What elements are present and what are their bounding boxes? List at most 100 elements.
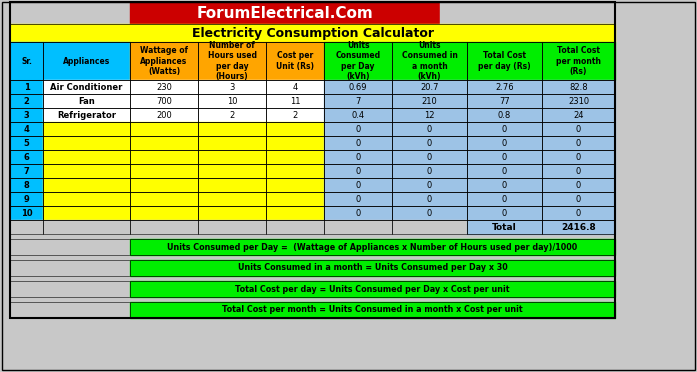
Text: Number of
Hours used
per day
(Hours): Number of Hours used per day (Hours) — [208, 41, 256, 81]
Bar — [266, 192, 324, 206]
Text: Total Cost per day = Units Consumed per Day x Cost per unit: Total Cost per day = Units Consumed per … — [236, 285, 510, 294]
Bar — [130, 136, 198, 150]
Bar — [198, 164, 266, 178]
Bar — [467, 108, 542, 122]
Bar — [324, 150, 392, 164]
Bar — [542, 80, 615, 94]
Bar — [324, 164, 392, 178]
Text: Total: Total — [492, 222, 517, 231]
Bar — [198, 122, 266, 136]
Text: Total Cost per month = Units Consumed in a month x Cost per unit: Total Cost per month = Units Consumed in… — [222, 305, 523, 314]
Bar — [10, 80, 43, 94]
Bar — [266, 108, 324, 122]
Bar — [542, 42, 615, 80]
Text: Sr.: Sr. — [21, 57, 32, 65]
Bar — [266, 108, 324, 122]
Text: 0.69: 0.69 — [348, 83, 367, 92]
Bar — [467, 94, 542, 108]
Bar — [392, 150, 467, 164]
Text: 0: 0 — [427, 180, 432, 189]
Bar — [324, 108, 392, 122]
Bar — [43, 150, 130, 164]
Bar — [266, 164, 324, 178]
Text: Cost per
Unit (Rs): Cost per Unit (Rs) — [276, 51, 314, 71]
Bar — [43, 136, 130, 150]
Bar — [10, 260, 130, 276]
Bar — [324, 42, 392, 80]
Bar — [467, 192, 542, 206]
Bar — [542, 150, 615, 164]
Bar — [198, 42, 266, 80]
Text: 0: 0 — [355, 138, 360, 148]
Text: 0: 0 — [355, 180, 360, 189]
Bar — [130, 42, 198, 80]
Bar — [10, 108, 43, 122]
Text: 0: 0 — [502, 125, 507, 134]
Text: 0: 0 — [502, 138, 507, 148]
Bar — [467, 164, 542, 178]
Text: 7: 7 — [355, 96, 360, 106]
Bar — [10, 24, 615, 42]
Text: 2: 2 — [24, 96, 29, 106]
Text: Total Cost
per month
(Rs): Total Cost per month (Rs) — [556, 46, 601, 76]
Bar — [43, 42, 130, 80]
Bar — [266, 206, 324, 220]
Bar — [266, 178, 324, 192]
Bar — [43, 220, 130, 234]
Bar — [542, 80, 615, 94]
Bar — [10, 24, 615, 42]
Bar — [43, 136, 130, 150]
Text: 4: 4 — [24, 125, 29, 134]
Bar — [10, 239, 130, 255]
Bar — [266, 220, 324, 234]
Bar — [467, 122, 542, 136]
Text: 700: 700 — [156, 96, 172, 106]
Bar — [43, 122, 130, 136]
Bar — [43, 220, 130, 234]
Text: 2: 2 — [292, 110, 298, 119]
Text: 0: 0 — [502, 180, 507, 189]
Text: 11: 11 — [290, 96, 300, 106]
Bar — [198, 42, 266, 80]
Text: 0: 0 — [502, 195, 507, 203]
Bar — [542, 178, 615, 192]
Text: 2416.8: 2416.8 — [561, 222, 596, 231]
Bar — [10, 94, 43, 108]
Bar — [198, 178, 266, 192]
Bar — [266, 136, 324, 150]
Text: Units Consumed per Day =  (Wattage of Appliances x Number of Hours used per day): Units Consumed per Day = (Wattage of App… — [167, 243, 578, 251]
Bar — [10, 220, 43, 234]
Bar — [10, 164, 43, 178]
Text: Fan: Fan — [78, 96, 95, 106]
Bar — [266, 150, 324, 164]
Text: 0: 0 — [576, 153, 581, 161]
Bar — [542, 178, 615, 192]
Bar — [10, 220, 43, 234]
Text: 0: 0 — [355, 208, 360, 218]
Bar — [43, 150, 130, 164]
Bar — [43, 178, 130, 192]
Text: Air Conditioner: Air Conditioner — [50, 83, 123, 92]
Bar — [542, 192, 615, 206]
Bar — [542, 136, 615, 150]
Text: 0: 0 — [355, 153, 360, 161]
Bar — [324, 150, 392, 164]
Bar — [130, 108, 198, 122]
Bar — [467, 206, 542, 220]
Text: Wattage of
Appliances
(Watts): Wattage of Appliances (Watts) — [140, 46, 188, 76]
Bar — [542, 192, 615, 206]
Bar — [542, 206, 615, 220]
Bar — [467, 80, 542, 94]
Text: 210: 210 — [422, 96, 438, 106]
Bar — [10, 281, 130, 297]
Bar — [43, 164, 130, 178]
Text: Total Cost
per day (Rs): Total Cost per day (Rs) — [478, 51, 531, 71]
Bar — [198, 220, 266, 234]
Text: Appliances: Appliances — [63, 57, 110, 65]
Bar — [198, 80, 266, 94]
Text: 10: 10 — [21, 208, 32, 218]
Bar — [10, 2, 615, 318]
Bar — [130, 220, 198, 234]
Bar — [130, 94, 198, 108]
Bar — [392, 192, 467, 206]
